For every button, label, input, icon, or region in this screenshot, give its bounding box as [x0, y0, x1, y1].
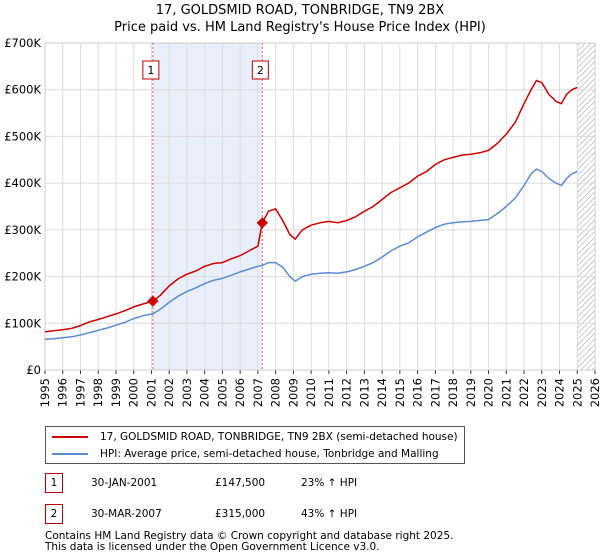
- x-tick-label: 2004: [198, 378, 212, 407]
- y-tick-label: £400K: [4, 176, 41, 190]
- x-tick-label: 2023: [535, 378, 549, 407]
- x-tick-label: 2005: [215, 378, 229, 407]
- legend-swatch-hpi: [52, 453, 88, 455]
- y-tick-label: £100K: [4, 316, 41, 330]
- x-tick-label: 2019: [464, 378, 478, 407]
- sale-label-2: 2: [257, 64, 264, 77]
- plot-frame: [44, 42, 596, 371]
- sale-row-2: 2 30-MAR-2007 £315,000 43% ↑ HPI: [45, 504, 545, 524]
- x-tick-label: 2016: [411, 378, 425, 407]
- y-tick-label: £200K: [4, 270, 41, 284]
- x-tick-label: 2010: [304, 378, 318, 407]
- sale-hpi-1: 23% ↑ HPI: [301, 477, 358, 489]
- legend-label-property: 17, GOLDSMID ROAD, TONBRIDGE, TN9 2BX (s…: [100, 431, 458, 443]
- y-tick-label: £300K: [4, 223, 41, 237]
- x-tick-label: 2006: [233, 378, 247, 407]
- sale-label-box-1: [142, 60, 160, 80]
- sale-price-2: £315,000: [215, 508, 266, 520]
- sale-date-1: 30-JAN-2001: [91, 477, 158, 489]
- x-tick-label: 2020: [482, 378, 496, 407]
- x-tick-label: 2008: [269, 378, 283, 407]
- x-tick-label: 1996: [56, 378, 70, 407]
- y-tick-label: £500K: [4, 129, 41, 143]
- x-tick-label: 2012: [340, 378, 354, 407]
- y-tick-label: £700K: [4, 36, 41, 50]
- x-tick-label: 2009: [286, 378, 300, 407]
- sale-price-1: £147,500: [215, 477, 266, 489]
- x-tick-label: 2014: [375, 378, 389, 407]
- x-tick-label: 2024: [553, 378, 567, 407]
- y-tick-label: £600K: [4, 83, 41, 97]
- sale-badge-2: 2: [45, 504, 63, 524]
- x-tick-label: 2017: [428, 378, 442, 407]
- chart-title-subtitle: Price paid vs. HM Land Registry's House …: [114, 20, 486, 35]
- sale-point-1: [147, 295, 159, 307]
- footer-copyright: Contains HM Land Registry data © Crown c…: [45, 530, 454, 542]
- sale-date-2: 30-MAR-2007: [91, 508, 162, 520]
- x-tick-label: 1995: [38, 378, 52, 407]
- x-tick-label: 2018: [446, 378, 460, 407]
- x-tick-label: 2021: [499, 378, 513, 407]
- sale-label-box-2: [251, 60, 269, 80]
- x-tick-label: 2002: [162, 378, 176, 407]
- sale-label-1: 1: [147, 64, 154, 77]
- sale-period-shading: [152, 43, 263, 370]
- y-tick-label: £0: [26, 363, 41, 377]
- legend-label-hpi: HPI: Average price, semi-detached house,…: [100, 448, 439, 460]
- sale-point-2: [256, 217, 268, 229]
- x-tick-label: 1999: [109, 378, 123, 407]
- footer-licence: This data is licensed under the Open Gov…: [45, 541, 380, 553]
- x-tick-label: 1997: [73, 378, 87, 407]
- plot-area: £0 £100K £200K £300K £400K £500K £600K £700K 199…: [4, 36, 600, 407]
- legend: 17, GOLDSMID ROAD, TONBRIDGE, TN9 2BX (s…: [45, 426, 465, 464]
- x-tick-label: 2015: [393, 378, 407, 407]
- x-tick-label: 2003: [180, 378, 194, 407]
- future-hatch-region: [577, 43, 595, 370]
- x-tick-label: 2000: [127, 378, 141, 407]
- sale-badge-1: 1: [45, 473, 63, 493]
- property-price-line: [44, 79, 578, 333]
- x-tick-label: 2001: [144, 378, 158, 407]
- footer: Contains HM Land Registry data © Crown c…: [45, 531, 453, 553]
- sale-row-1: 1 30-JAN-2001 £147,500 23% ↑ HPI: [45, 473, 545, 493]
- x-tick-label: 2025: [570, 378, 584, 407]
- x-tick-label: 2022: [517, 378, 531, 407]
- x-tick-label: 1998: [91, 378, 105, 407]
- x-tick-label: 2007: [251, 378, 265, 407]
- x-tick-label: 2026: [588, 378, 600, 407]
- hpi-line: [44, 168, 578, 340]
- x-tick-label: 2013: [357, 378, 371, 407]
- x-tick-label: 2011: [322, 378, 336, 407]
- sale-hpi-2: 43% ↑ HPI: [301, 508, 358, 520]
- chart-title-address: 17, GOLDSMID ROAD, TONBRIDGE, TN9 2BX: [155, 3, 445, 18]
- price-chart: £0 £100K £200K £300K £400K £500K £600K £700K 199…: [4, 36, 600, 407]
- legend-swatch-property: [52, 436, 88, 438]
